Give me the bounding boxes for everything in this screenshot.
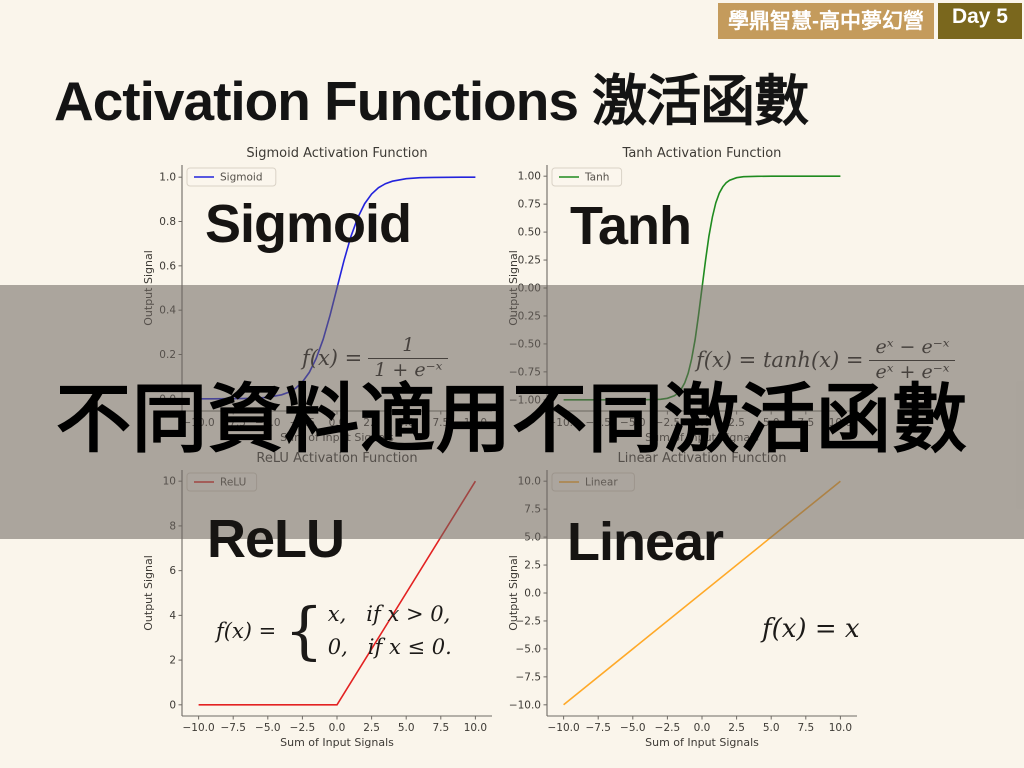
sigmoid-title: Sigmoid Activation Function (246, 146, 427, 161)
relu-curve (198, 480, 477, 706)
relu-formula-lhs: f(x) = (216, 618, 277, 643)
header-badge: 學鼎智慧-高中夢幻營 Day 5 (717, 3, 1022, 39)
relu-xlabel: Sum of Input Signals (280, 736, 394, 749)
svg-text:7.5: 7.5 (432, 722, 449, 734)
linear-big-label: Linear (567, 512, 724, 572)
svg-text:6: 6 (169, 565, 176, 577)
svg-text:−5.0: −5.0 (620, 722, 646, 734)
svg-text:2.5: 2.5 (363, 722, 380, 734)
svg-text:10.0: 10.0 (464, 722, 487, 734)
svg-text:0.25: 0.25 (518, 255, 541, 267)
relu-big-label: ReLU (207, 509, 345, 569)
svg-text:0.0: 0.0 (694, 722, 711, 734)
svg-text:−7.5: −7.5 (516, 671, 542, 683)
page-title: Activation Functions 激活函數 (54, 70, 809, 132)
tanh-big-label: Tanh (570, 196, 692, 256)
sigmoid-big-label: Sigmoid (205, 194, 412, 254)
linear-formula: f(x) = x (762, 614, 860, 644)
svg-text:0.75: 0.75 (518, 199, 541, 211)
relu-formula-cases: x, if x > 0, 0, if x ≤ 0. (327, 602, 452, 659)
svg-text:2.5: 2.5 (728, 722, 745, 734)
relu-formula-brace: { (284, 593, 324, 667)
svg-text:−5.0: −5.0 (516, 643, 542, 655)
svg-text:0.50: 0.50 (518, 227, 541, 239)
svg-text:7.5: 7.5 (797, 722, 814, 734)
linear-ylabel: Output Signal (507, 555, 520, 631)
sigmoid-legend-label: Sigmoid (220, 172, 262, 184)
svg-text:−7.5: −7.5 (585, 722, 611, 734)
overlay-band: 不同資料適用不同激活函數 (0, 285, 1024, 539)
tanh-title: Tanh Activation Function (622, 146, 782, 161)
tanh-legend-box (551, 167, 623, 187)
svg-text:−2.5: −2.5 (655, 722, 681, 734)
badge-org-label: 學鼎智慧-高中夢幻營 (717, 3, 934, 39)
svg-text:4: 4 (169, 610, 176, 622)
svg-text:5.0: 5.0 (398, 722, 415, 734)
linear-xlabel: Sum of Input Signals (645, 736, 759, 749)
svg-text:0.8: 0.8 (159, 216, 176, 228)
svg-text:1.00: 1.00 (518, 171, 541, 183)
svg-text:−10.0: −10.0 (548, 722, 580, 734)
svg-text:0.6: 0.6 (159, 260, 176, 272)
svg-text:−2.5: −2.5 (516, 615, 542, 627)
relu-formula: f(x) = { x, if x > 0, 0, if x ≤ 0. (216, 598, 452, 663)
svg-text:−2.5: −2.5 (290, 722, 316, 734)
svg-text:−7.5: −7.5 (220, 722, 246, 734)
svg-text:1.0: 1.0 (159, 172, 176, 184)
tanh-legend-label: Tanh (584, 172, 609, 184)
svg-text:−5.0: −5.0 (255, 722, 281, 734)
overlay-banner-text: 不同資料適用不同激活函數 (55, 376, 968, 461)
svg-text:0: 0 (169, 699, 176, 711)
badge-day-label: Day 5 (937, 3, 1022, 39)
sigmoid-legend-box (186, 167, 277, 187)
svg-text:0.0: 0.0 (524, 588, 541, 600)
svg-text:0.0: 0.0 (329, 722, 346, 734)
svg-text:−10.0: −10.0 (509, 699, 541, 711)
svg-text:2.5: 2.5 (524, 560, 541, 572)
svg-text:5.0: 5.0 (763, 722, 780, 734)
relu-ylabel: Output Signal (142, 555, 155, 631)
svg-text:10.0: 10.0 (829, 722, 852, 734)
svg-text:2: 2 (169, 655, 176, 667)
svg-text:−10.0: −10.0 (183, 722, 215, 734)
